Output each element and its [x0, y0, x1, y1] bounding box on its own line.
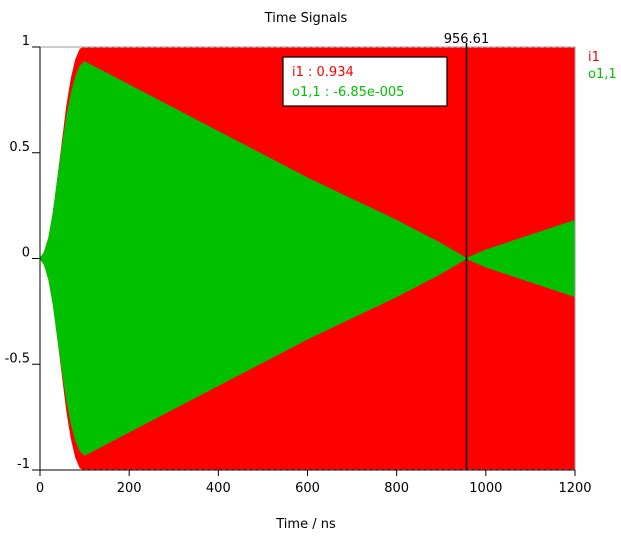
axes: 1 0.5 0 -0.5 -1 0 200 400 600 800 1000 1200	[5, 34, 592, 496]
readout-background	[282, 56, 448, 107]
cursor-readout-box: i1 : 0.934 o1,1 : -6.85e-005	[282, 56, 448, 107]
readout-i1: i1 : 0.934	[292, 65, 354, 80]
x-tick-label: 200	[117, 481, 142, 496]
x-tick-label: 800	[384, 481, 409, 496]
x-axis-label: Time / ns	[275, 517, 336, 532]
y-tick-label: 0.5	[9, 140, 30, 155]
y-tick-label: -1	[17, 457, 30, 472]
legend: i1 o1,1	[588, 50, 617, 82]
readout-o1-1: o1,1 : -6.85e-005	[292, 85, 404, 100]
y-tick-label: -0.5	[5, 351, 30, 366]
x-tick-label: 0	[36, 481, 44, 496]
cursor[interactable]: 956.61 i1 : 0.934 o1,1 : -6.85e-005	[282, 32, 490, 470]
legend-entry-o1-1: o1,1	[588, 67, 617, 82]
plot-area[interactable]	[39, 46, 576, 471]
y-tick-label: 1	[22, 34, 30, 49]
y-tick-label: 0	[22, 246, 30, 261]
cursor-x-label: 956.61	[444, 32, 490, 47]
x-tick-label: 600	[295, 481, 320, 496]
x-tick-label: 1000	[469, 481, 502, 496]
chart-title: Time Signals	[264, 11, 348, 26]
x-tick-label: 400	[206, 481, 231, 496]
legend-entry-i1: i1	[588, 50, 600, 65]
x-tick-label: 1200	[558, 481, 591, 496]
